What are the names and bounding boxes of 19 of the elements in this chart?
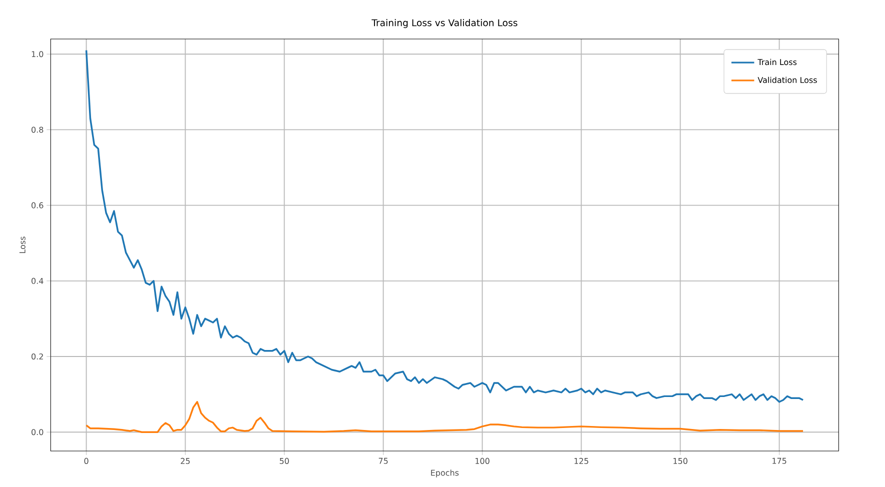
x-tick-label: 100 [476, 458, 490, 464]
y-axis-title: Loss [19, 236, 26, 253]
x-tick-label: 150 [674, 458, 688, 464]
y-tick-label: 0.2 [32, 353, 43, 360]
y-tick-label: 0.8 [32, 126, 44, 133]
chart-title: Training Loss vs Validation Loss [372, 19, 518, 28]
x-axis-title: Epochs [431, 470, 459, 478]
x-tick-label: 25 [180, 458, 190, 464]
y-tick-label: 0.0 [32, 429, 44, 436]
legend-label: Validation Loss [758, 76, 817, 84]
y-tick-label: 0.6 [32, 202, 44, 208]
y-tick-label: 1.0 [32, 51, 44, 58]
x-tick-label: 75 [378, 458, 388, 464]
y-tick-label: 0.4 [32, 278, 44, 284]
x-tick-label: 175 [772, 458, 786, 464]
x-tick-label: 0 [84, 458, 88, 464]
legend-label: Train Loss [758, 58, 797, 66]
x-tick-label: 50 [280, 458, 289, 464]
x-tick-label: 125 [574, 458, 588, 464]
